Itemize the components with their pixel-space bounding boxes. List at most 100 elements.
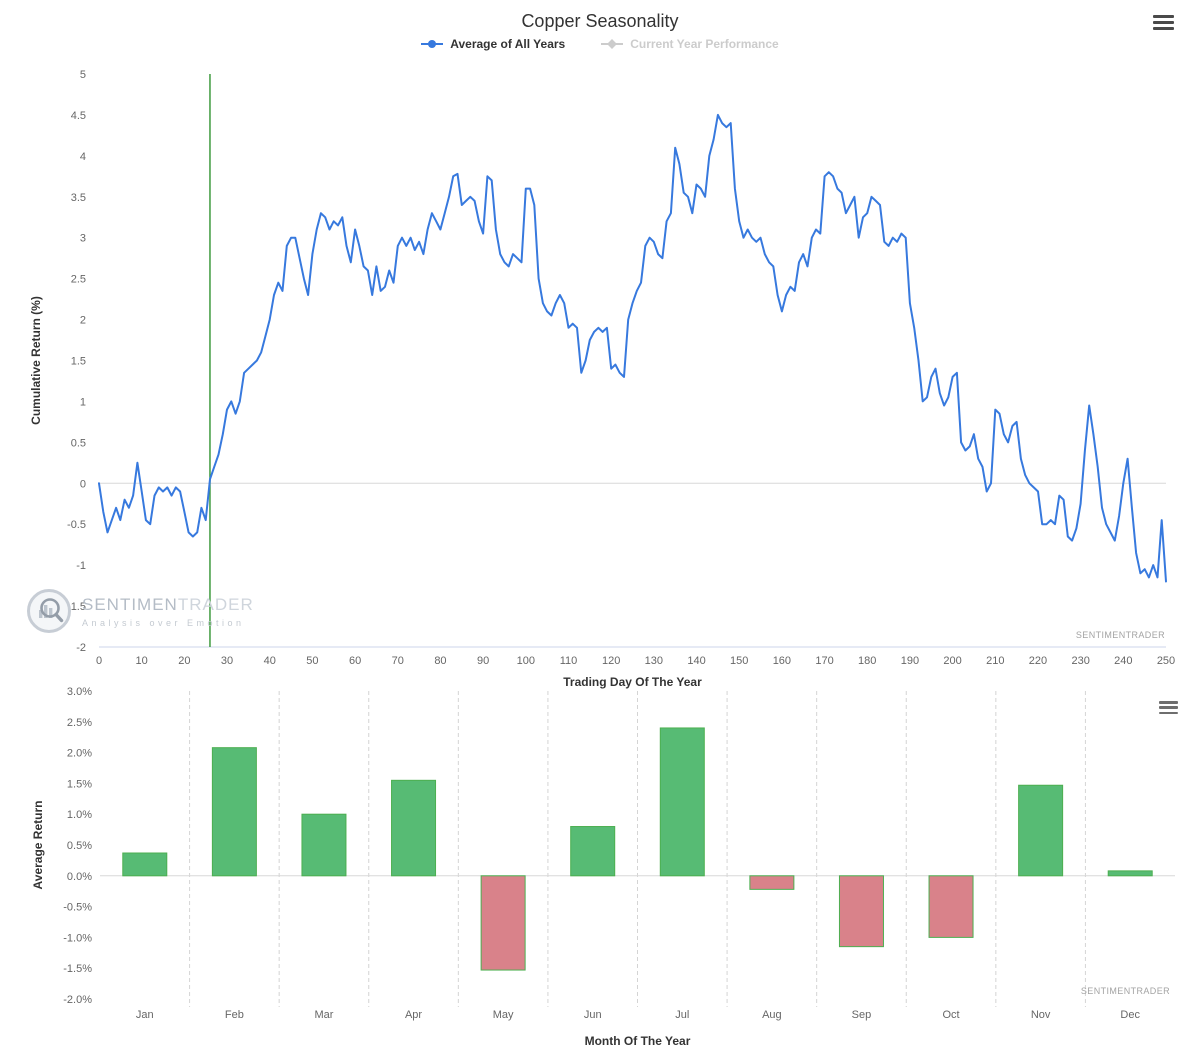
y-tick-label: 0 [80, 478, 86, 490]
y-tick-label: 2.0% [67, 748, 92, 760]
sentimentrader-credit-bottom: SENTIMENTRADER [1080, 986, 1170, 996]
hamburger-icon [1153, 15, 1174, 18]
x-tick-label: Jun [584, 1009, 602, 1021]
bar-oct[interactable] [928, 875, 974, 938]
legend-item-average-of-all-years[interactable]: Average of All Years [421, 37, 565, 51]
x-tick-label: 70 [392, 655, 404, 667]
bar-jan[interactable] [122, 852, 168, 877]
bar-jul[interactable] [659, 727, 705, 877]
x-tick-label: 90 [477, 655, 489, 667]
legend-label-average: Average of All Years [450, 37, 566, 51]
line-chart-menu-button[interactable] [1153, 15, 1174, 30]
bar-dec[interactable] [1107, 870, 1153, 877]
x-tick-label: Jul [675, 1009, 689, 1021]
bar-may[interactable] [480, 875, 526, 971]
y-tick-label: 2.5 [71, 274, 86, 286]
y-axis-title: Cumulative Return (%) [29, 296, 43, 425]
y-tick-label: 2 [80, 315, 86, 327]
y-tick-label: -1 [76, 560, 86, 572]
y-tick-label: 5 [80, 69, 86, 81]
x-tick-label: 200 [943, 655, 961, 667]
x-tick-label: Oct [942, 1009, 959, 1021]
x-tick-label: 150 [730, 655, 748, 667]
bar-sep[interactable] [838, 875, 884, 948]
x-tick-label: 230 [1071, 655, 1089, 667]
x-tick-label: 10 [136, 655, 148, 667]
x-tick-label: 20 [178, 655, 190, 667]
x-tick-label: 160 [773, 655, 791, 667]
line-series-marker-icon [421, 40, 444, 48]
diamond-series-marker-icon [601, 39, 624, 49]
line-chart-plot: 5 4.5 4 3.5 3 2.5 2 1.5 1 0.5 0 -0.5 -1 -1.5 -2 0 10 20 30… [29, 69, 1175, 689]
y-tick-label: 1.5% [67, 778, 92, 790]
y-tick-label: -1.0% [63, 932, 92, 944]
bar-chart-plot: 3.0% 2.5% 2.0% 1.5% 1.0% 0.5% 0.0% -0.5% -1.0% -1… [31, 686, 1175, 1048]
x-axis-title: Trading Day Of The Year [563, 675, 702, 689]
x-tick-label: 100 [517, 655, 535, 667]
y-tick-label: -2.0% [63, 994, 92, 1006]
y-tick-label: 4.5 [71, 110, 86, 122]
y-tick-label: -1.5 [67, 601, 86, 613]
bar-jun[interactable] [570, 826, 616, 877]
x-tick-label: Dec [1120, 1009, 1140, 1021]
y-tick-label: -0.5% [63, 902, 92, 914]
x-tick-label: 240 [1114, 655, 1132, 667]
x-tick-label: 130 [645, 655, 663, 667]
legend-label-current-year: Current Year Performance [630, 37, 779, 51]
y-axis-title: Average Return [31, 801, 45, 890]
y-tick-label: 1.5 [71, 356, 86, 368]
bar-apr[interactable] [391, 779, 437, 877]
x-tick-label: 50 [306, 655, 318, 667]
y-tick-label: 3.5 [71, 192, 86, 204]
y-tick-label: 4 [80, 151, 86, 163]
bar-feb[interactable] [211, 747, 257, 877]
x-tick-label: 180 [858, 655, 876, 667]
x-tick-label: Nov [1031, 1009, 1051, 1021]
x-tick-label: 0 [96, 655, 102, 667]
x-axis-title: Month Of The Year [585, 1034, 691, 1048]
y-tick-label: 1.0% [67, 809, 92, 821]
x-tick-label: 60 [349, 655, 361, 667]
bar-nov[interactable] [1018, 784, 1064, 877]
y-tick-label: 3 [80, 233, 86, 245]
x-tick-label: 190 [901, 655, 919, 667]
x-tick-label: Aug [762, 1009, 782, 1021]
y-tick-label: -2 [76, 642, 86, 654]
x-tick-label: 220 [1029, 655, 1047, 667]
y-tick-label: 0.5 [71, 437, 86, 449]
y-tick-label: 0.5% [67, 840, 92, 852]
y-tick-label: 2.5% [67, 717, 92, 729]
y-tick-label: -1.5% [63, 963, 92, 975]
bar-mar[interactable] [301, 813, 347, 877]
dot-marker-icon [428, 40, 437, 48]
x-tick-label: 210 [986, 655, 1004, 667]
y-tick-label: 0.0% [67, 871, 92, 883]
x-tick-label: May [493, 1009, 514, 1021]
x-tick-label: 40 [264, 655, 276, 667]
y-tick-label: 1 [80, 396, 86, 408]
x-tick-label: 170 [815, 655, 833, 667]
x-tick-label: 110 [560, 655, 578, 667]
hamburger-icon [1159, 701, 1178, 704]
x-tick-label: Apr [405, 1009, 422, 1021]
chart-legend: Average of All Years Current Year Perfor… [0, 37, 1200, 51]
y-tick-label: 3.0% [67, 686, 92, 698]
diamond-icon [607, 39, 618, 49]
x-tick-label: Jan [136, 1009, 154, 1021]
average-of-all-years-series[interactable] [98, 113, 1167, 583]
x-tick-label: 250 [1157, 655, 1175, 667]
x-tick-label: 80 [434, 655, 446, 667]
x-tick-label: 30 [221, 655, 233, 667]
bar-chart-menu-button[interactable] [1159, 701, 1178, 714]
x-tick-label: Mar [314, 1009, 333, 1021]
y-tick-label: -0.5 [67, 519, 86, 531]
x-tick-label: Feb [225, 1009, 244, 1021]
chart-title: Copper Seasonality [521, 11, 679, 31]
x-tick-label: 140 [687, 655, 705, 667]
sentimentrader-credit-top: SENTIMENTRADER [1075, 630, 1165, 640]
legend-item-current-year-performance[interactable]: Current Year Performance [601, 37, 779, 51]
x-tick-label: 120 [602, 655, 620, 667]
bar-aug[interactable] [749, 875, 795, 890]
